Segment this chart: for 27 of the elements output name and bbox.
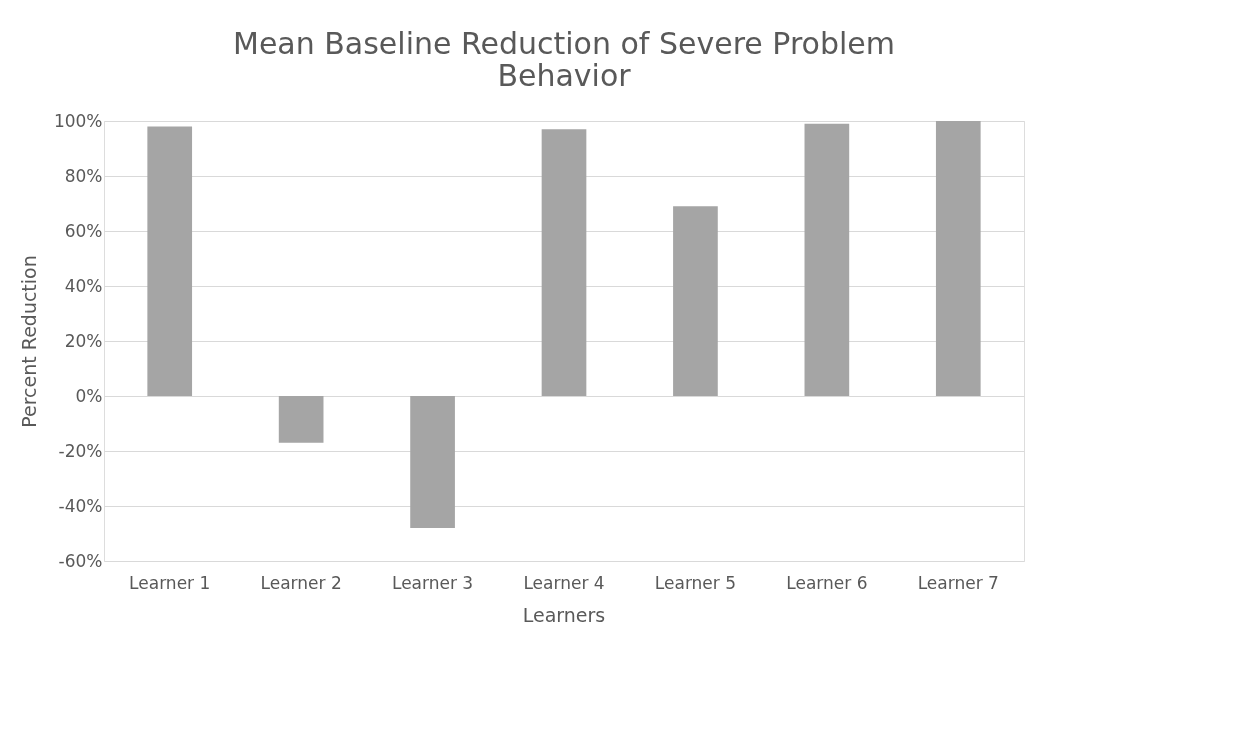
y-tick-label: 100%: [53, 110, 103, 131]
x-axis-title: Learners: [522, 604, 606, 626]
bar: [673, 206, 718, 396]
x-tick-label: Learner 5: [654, 572, 737, 593]
bar: [804, 123, 850, 396]
x-tick-label: Learner 3: [391, 572, 474, 593]
x-tick-label: Learner 4: [523, 572, 605, 593]
y-tick-label: 20%: [64, 330, 103, 351]
x-tick-label: Learner 1: [129, 572, 211, 593]
bar: [278, 396, 324, 443]
x-tick-label: Learner 6: [786, 572, 868, 593]
x-tick-label: Learner 7: [917, 572, 999, 593]
y-tick-label: 0%: [75, 385, 103, 406]
x-tick-label: Learner 2: [260, 572, 342, 593]
bar: [147, 126, 193, 396]
text: Mean Baseline Reduction of Severe Problem: [233, 26, 895, 61]
y-tick-label: -20%: [58, 440, 103, 461]
y-axis-title: Percent Reduction: [17, 255, 40, 428]
bar: [541, 129, 587, 396]
text: Behavior: [497, 58, 631, 93]
y-tick-label: -60%: [58, 550, 103, 571]
bar: [410, 396, 455, 528]
y-tick-label: 80%: [64, 165, 103, 186]
y-tick-label: 40%: [64, 275, 103, 296]
y-tick-label: -40%: [58, 495, 103, 516]
y-tick-label: 60%: [64, 220, 103, 241]
bar: [935, 121, 981, 396]
